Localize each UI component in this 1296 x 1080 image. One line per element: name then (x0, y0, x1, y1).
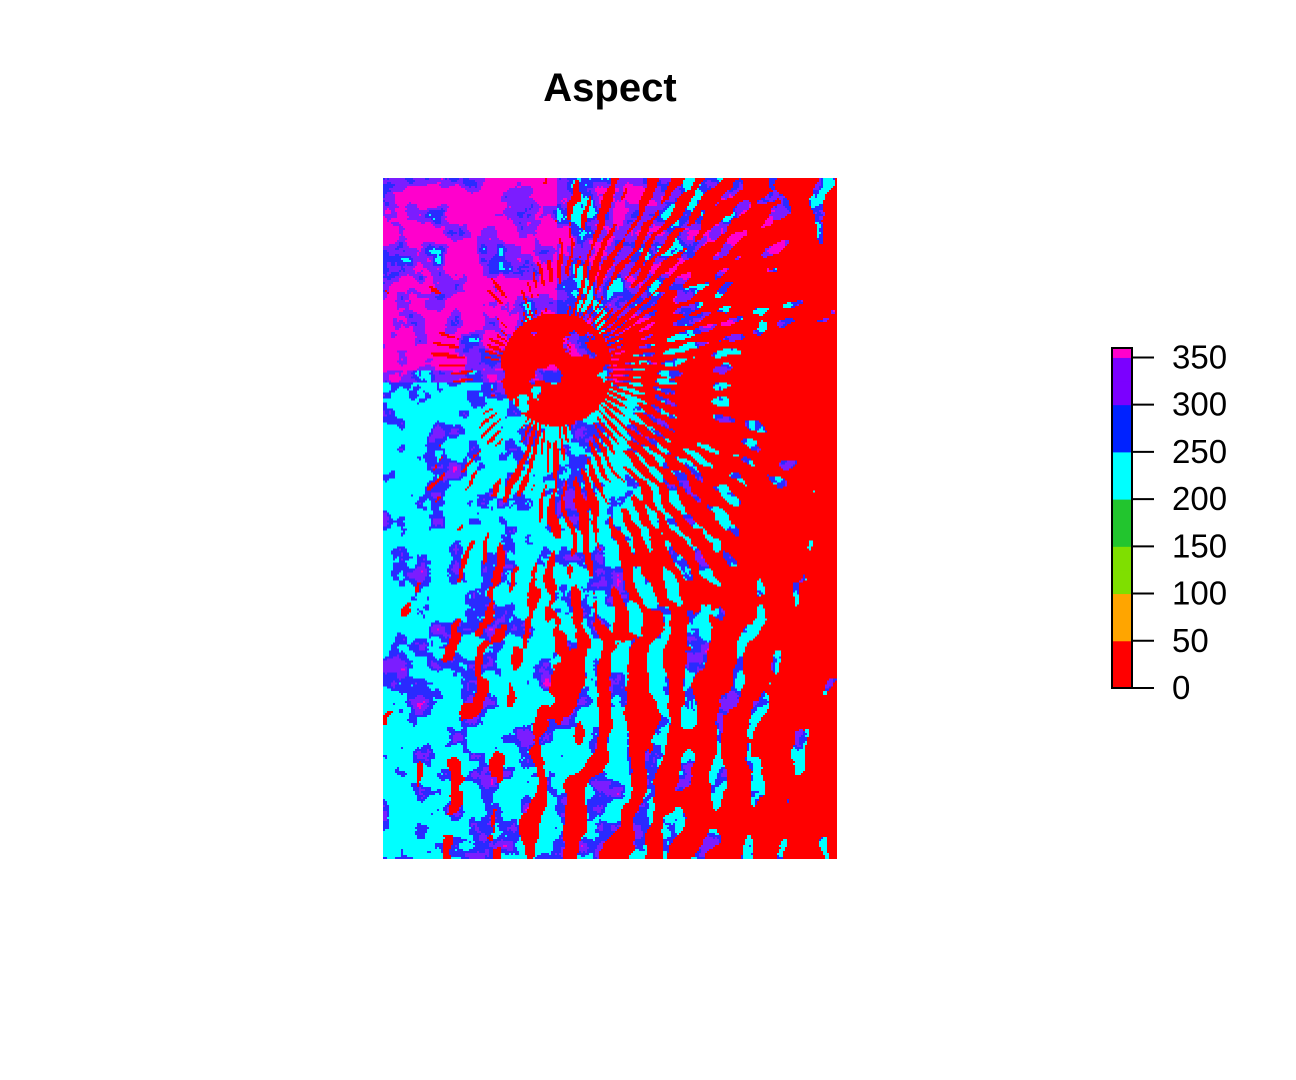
legend-tick-label: 150 (1172, 527, 1227, 564)
legend-band (1112, 357, 1132, 382)
legend-tick-label: 0 (1172, 669, 1190, 706)
legend-band (1112, 475, 1132, 500)
legend-band (1112, 569, 1132, 595)
legend-band (1112, 404, 1132, 429)
legend-band (1112, 546, 1132, 571)
legend-color-bands (1112, 348, 1132, 689)
legend-band (1112, 617, 1132, 642)
legend-band (1112, 348, 1132, 358)
legend-tick-label: 250 (1172, 433, 1227, 470)
legend-band (1112, 640, 1132, 665)
legend-band (1112, 451, 1132, 476)
legend-frame (1111, 347, 1133, 689)
color-legend: 0 50 100 150 200 250 300 350 (1111, 338, 1227, 706)
legend-tick-label: 300 (1172, 386, 1227, 423)
legend-tick-label: 200 (1172, 480, 1227, 517)
legend-band (1112, 593, 1132, 618)
legend-ticks: 0 50 100 150 200 250 300 350 (1132, 338, 1227, 706)
legend-band (1112, 428, 1132, 453)
aspect-raster (383, 178, 837, 859)
chart-title: Aspect (543, 66, 677, 110)
legend-band (1112, 664, 1132, 689)
legend-band (1112, 381, 1132, 406)
legend-band (1112, 522, 1132, 547)
legend-tick-label: 100 (1172, 575, 1227, 612)
legend-tick-label: 50 (1172, 622, 1209, 659)
legend-tick-label: 350 (1172, 338, 1227, 375)
legend-band (1112, 499, 1132, 524)
